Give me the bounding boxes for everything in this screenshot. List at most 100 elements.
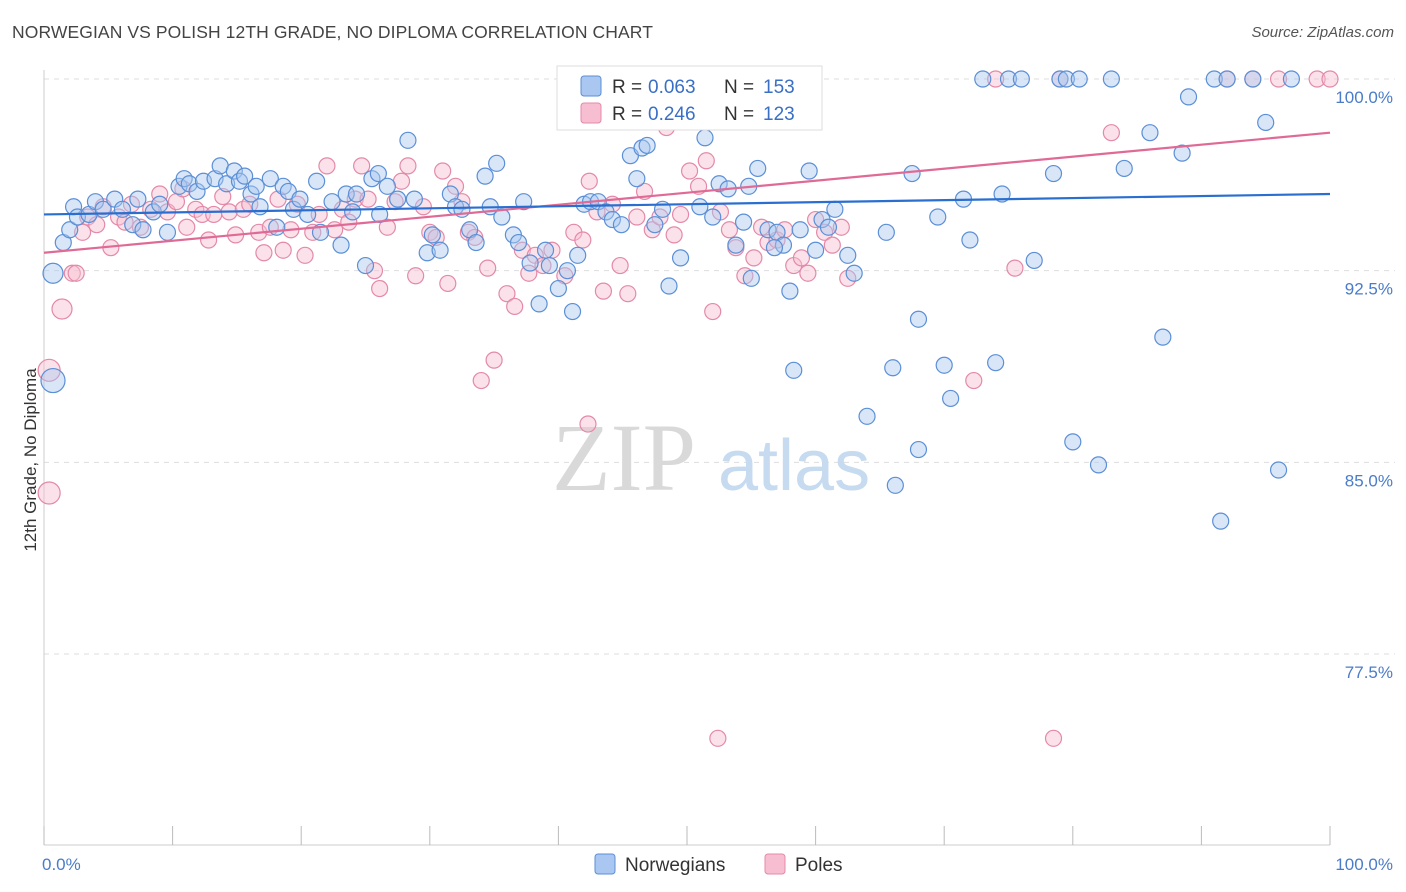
norwegians-point [134,221,152,239]
norwegians-point [308,172,326,190]
norwegians-point [884,359,902,377]
legend-n-label: N = [724,77,754,98]
poles-point [205,205,223,224]
norwegians-point [1218,70,1236,88]
norwegians-point [236,167,254,185]
norwegians-point [530,295,548,313]
poles-point [434,162,452,180]
poles-point [806,210,825,229]
poles-point [353,157,371,175]
norwegians-point [113,200,132,218]
norwegians-point [1173,144,1191,162]
norwegians-point [61,221,79,239]
x-tick-label: 100.0% [1335,855,1393,874]
norwegians-point [691,198,709,216]
y-tick-label: 85.0% [1345,471,1393,490]
axes [43,70,1331,846]
poles-point [799,264,817,282]
tick-labels: 77.5% 85.0% 92.5% 100.0% 0.0% 100.0% [42,88,1393,874]
legend: R = 0.063 N = 153 R = 0.246 N = 123 [556,65,823,131]
poles-point [704,302,722,321]
poles-point [1269,70,1288,88]
norwegians-point [299,205,317,224]
poles-point [574,231,592,249]
norwegians-point [710,175,728,193]
poles-point [214,187,232,206]
legend-n-label: N = [724,104,754,125]
norwegians-point [247,177,265,195]
legend-swatch-norwegians [580,75,602,97]
bottom-legend-swatch-norwegians [594,853,616,875]
bottom-legend-swatch-poles [764,853,786,875]
norwegians-point [646,216,664,234]
norwegians-point [785,361,803,379]
norwegians-point [1012,70,1030,88]
poles-point [439,274,457,293]
norwegians-point [521,254,539,272]
norwegians-point [467,233,485,252]
norwegians-point [431,241,449,259]
norwegians-point [886,476,904,494]
poles-point [274,241,292,259]
poles-point [987,70,1005,88]
poles-point [579,415,597,433]
poles-point [594,282,613,300]
poles-point [37,481,61,505]
watermark-zip: ZIP [552,404,696,511]
norwegians-point [549,279,568,298]
poles-point [965,371,983,390]
source-label: Source: ZipAtlas.com [1251,24,1394,41]
norwegians-point [124,216,142,234]
poles-point [498,285,516,303]
poles-point [1044,729,1063,747]
norwegians-point [1044,164,1063,183]
norwegians-point [536,241,555,259]
poles-point [472,371,490,390]
norwegians-point [1057,70,1075,88]
norwegians-point [344,203,362,221]
norwegians-point [903,164,921,183]
y-tick-label: 100.0% [1335,88,1393,107]
norwegians-point [974,70,992,88]
norwegians-point [569,246,587,264]
poles-point [407,267,425,285]
legend-r-label: R = [612,104,642,125]
legend-r-label: R = [612,77,642,98]
poles-point [371,279,389,298]
norwegians-point [603,210,622,229]
norwegians-point [441,185,459,203]
norwegians-point [800,162,818,180]
norwegians-point [1179,88,1198,106]
norwegians-point [942,389,960,408]
legend-n-value-poles: 123 [763,104,795,125]
norwegians-point [1102,70,1120,88]
norwegians-point [369,164,387,183]
poles-point [832,218,850,236]
norwegians-point [251,198,269,216]
poles-point [680,162,699,180]
norwegians-point [734,213,753,231]
norwegians-point [1205,70,1223,88]
norwegians-point [845,264,863,282]
norwegians-point [1244,70,1262,88]
norwegians-point [40,367,66,394]
watermark-atlas: atlas [718,426,870,506]
norwegians-point [1115,159,1133,178]
poles-point [1308,70,1326,88]
norwegians-point [476,167,494,185]
norwegians-point [696,129,714,147]
norwegians-point [858,407,876,425]
norwegians-point [268,218,286,236]
norwegians-point [188,182,206,201]
poles-point [671,205,690,224]
norwegians-point [993,185,1011,203]
norwegians-point [638,136,656,155]
norwegians-point [42,262,64,284]
poles-point [479,259,497,277]
poles-point [365,262,384,280]
norwegians-point [378,177,396,195]
legend-r-value-norwegians: 0.063 [648,77,696,98]
poles-point [296,246,314,264]
poles-point [580,172,598,190]
norwegians-point [826,200,844,218]
